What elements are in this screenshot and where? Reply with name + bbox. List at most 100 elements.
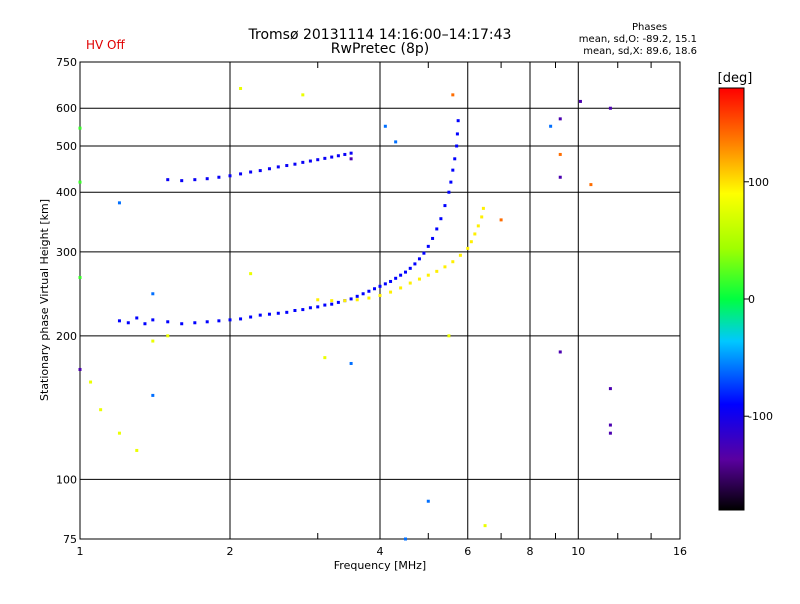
colorbar — [718, 87, 745, 511]
data-point-4-1 — [558, 152, 562, 156]
data-point-6-3 — [89, 380, 93, 384]
data-point-2-16 — [469, 240, 473, 244]
x-tick-label-3: 6 — [464, 545, 471, 558]
data-point-7-1 — [394, 140, 398, 144]
data-point-2-6 — [389, 290, 393, 294]
data-point-0-39 — [422, 251, 426, 255]
data-point-2-8 — [408, 281, 412, 285]
data-point-0-26 — [355, 294, 359, 298]
data-point-0-50 — [455, 132, 459, 136]
data-point-2-20 — [481, 206, 485, 210]
data-point-0-20 — [316, 305, 320, 309]
data-point-1-8 — [258, 169, 262, 173]
data-point-6-11 — [483, 524, 487, 528]
data-point-4-2 — [589, 183, 593, 187]
colorbar-tick-label-1: 0 — [748, 293, 755, 306]
data-point-2-10 — [426, 273, 430, 277]
data-point-0-29 — [373, 287, 377, 291]
data-point-0-51 — [456, 119, 460, 123]
x-tick-label-4: 8 — [527, 545, 534, 558]
data-point-1-20 — [349, 151, 353, 155]
data-point-6-2 — [249, 272, 253, 276]
data-point-0-45 — [447, 190, 451, 194]
data-point-6-9 — [323, 356, 327, 360]
data-point-2-11 — [435, 269, 439, 273]
data-point-0-35 — [403, 270, 407, 274]
data-point-1-19 — [343, 152, 347, 156]
data-point-0-12 — [249, 315, 253, 319]
data-point-0-42 — [435, 227, 439, 231]
data-point-0-25 — [349, 297, 353, 301]
data-point-3-0 — [78, 180, 82, 184]
data-point-5-6 — [558, 350, 562, 354]
data-point-6-5 — [117, 431, 121, 435]
data-point-0-36 — [408, 266, 412, 270]
data-point-1-7 — [249, 170, 253, 174]
stats-heading: Phases — [632, 22, 668, 33]
data-point-2-15 — [466, 246, 470, 250]
data-point-2-19 — [480, 215, 484, 219]
data-point-0-41 — [431, 236, 435, 240]
data-point-2-7 — [399, 286, 403, 290]
data-point-6-6 — [135, 448, 139, 452]
stats-o-mode: mean, sd,O: -89.2, 15.1 — [578, 34, 697, 45]
data-point-4-3 — [499, 218, 503, 222]
y-tick-label-4: 400 — [56, 186, 77, 199]
data-point-3-1 — [78, 126, 82, 130]
data-point-0-11 — [239, 317, 243, 321]
data-point-0-17 — [293, 308, 297, 312]
data-point-1-18 — [336, 154, 340, 158]
data-point-0-14 — [267, 312, 271, 316]
data-point-2-14 — [458, 253, 462, 257]
data-point-5-1 — [608, 106, 612, 110]
data-point-3-2 — [78, 276, 82, 280]
data-point-5-4 — [608, 431, 612, 435]
data-point-2-4 — [367, 296, 371, 300]
x-tick-label-2: 4 — [377, 545, 384, 558]
x-tick-label-5: 10 — [571, 545, 585, 558]
data-point-1-11 — [285, 164, 289, 168]
data-point-7-8 — [349, 361, 353, 365]
data-point-0-44 — [443, 204, 447, 208]
y-axis-label: Stationary phase Virtual Height [km] — [38, 199, 51, 401]
data-point-0-21 — [323, 303, 327, 307]
data-point-0-22 — [330, 302, 334, 306]
data-point-6-4 — [99, 408, 103, 412]
x-tick-label-1: 2 — [227, 545, 234, 558]
data-point-0-19 — [308, 306, 312, 310]
data-point-7-3 — [117, 201, 121, 205]
y-tick-label-6: 600 — [56, 102, 77, 115]
data-point-2-1 — [330, 299, 334, 303]
data-point-2-18 — [476, 224, 480, 228]
data-point-0-1 — [126, 321, 130, 325]
data-point-5-2 — [608, 387, 612, 391]
colorbar-ticks: -100 0 100 — [744, 176, 773, 423]
data-point-1-6 — [239, 172, 243, 176]
y-tick-labels: 75 100 200 300 400 500 600 750 — [56, 56, 77, 546]
data-point-0-8 — [205, 320, 209, 324]
data-point-5-9 — [349, 157, 353, 161]
data-point-1-3 — [205, 177, 209, 181]
data-point-2-9 — [417, 277, 421, 281]
data-point-0-4 — [151, 318, 155, 322]
data-point-0-38 — [417, 257, 421, 261]
data-point-0-34 — [399, 273, 403, 277]
stats-x-mode: mean, sd,X: 89.6, 18.6 — [583, 46, 697, 57]
data-point-0-37 — [413, 262, 417, 266]
data-point-1-4 — [217, 175, 221, 179]
data-point-0-48 — [453, 157, 457, 161]
y-tick-label-3: 300 — [56, 246, 77, 259]
data-point-7-0 — [383, 124, 387, 128]
y-tick-label-7: 750 — [56, 56, 77, 69]
data-point-0-31 — [383, 282, 387, 286]
data-point-0-7 — [193, 321, 197, 325]
data-point-0-6 — [180, 322, 184, 326]
y-tick-label-2: 200 — [56, 330, 77, 343]
data-point-1-12 — [293, 162, 297, 166]
data-point-6-7 — [166, 334, 170, 338]
data-point-2-17 — [473, 232, 477, 236]
data-point-2-3 — [355, 298, 359, 302]
data-point-1-13 — [301, 160, 305, 164]
